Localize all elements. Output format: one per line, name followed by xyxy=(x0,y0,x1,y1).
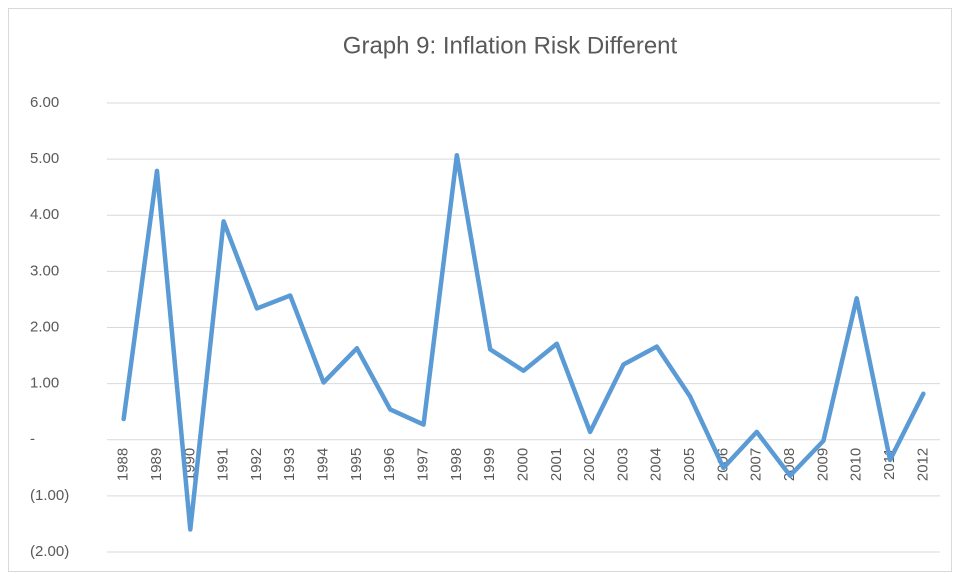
x-tick-label: 1995 xyxy=(348,448,365,481)
chart-title: Graph 9: Inflation Risk Different xyxy=(343,32,678,59)
x-tick-label: 1996 xyxy=(381,448,398,481)
y-tick-label: 4.00 xyxy=(30,206,59,223)
x-tick-label: 2009 xyxy=(814,448,831,481)
x-tick-label: 2003 xyxy=(614,448,631,481)
x-tick-label: 2012 xyxy=(914,448,931,481)
x-tick-label: 1999 xyxy=(481,448,498,481)
x-tick-label: 2010 xyxy=(848,448,865,481)
x-tick-label: 1993 xyxy=(281,448,298,481)
x-tick-label: 2004 xyxy=(648,448,665,481)
y-tick-label: 2.00 xyxy=(30,318,59,335)
y-tick-label: 1.00 xyxy=(30,375,59,392)
x-tick-label: 2000 xyxy=(514,448,531,481)
y-tick-label: (2.00) xyxy=(30,543,69,560)
x-tick-label: 1998 xyxy=(448,448,465,481)
y-tick-label: 5.00 xyxy=(30,150,59,167)
x-tick-label: 2002 xyxy=(581,448,598,481)
x-tick-label: 1989 xyxy=(148,448,165,481)
x-tick-label: 1991 xyxy=(215,448,232,481)
y-tick-label: - xyxy=(30,431,35,448)
data-line xyxy=(121,152,926,532)
x-tick-label: 1997 xyxy=(415,448,432,481)
y-tick-label: (1.00) xyxy=(30,487,69,504)
x-tick-label: 2007 xyxy=(748,448,765,481)
x-tick-label: 1988 xyxy=(115,448,132,481)
y-tick-label: 6.00 xyxy=(30,94,59,111)
x-tick-label: 1992 xyxy=(248,448,265,481)
x-tick-label: 1994 xyxy=(315,448,332,481)
x-tick-label: 2005 xyxy=(681,448,698,481)
x-tick-label: 2001 xyxy=(548,448,565,481)
y-tick-label: 3.00 xyxy=(30,262,59,279)
